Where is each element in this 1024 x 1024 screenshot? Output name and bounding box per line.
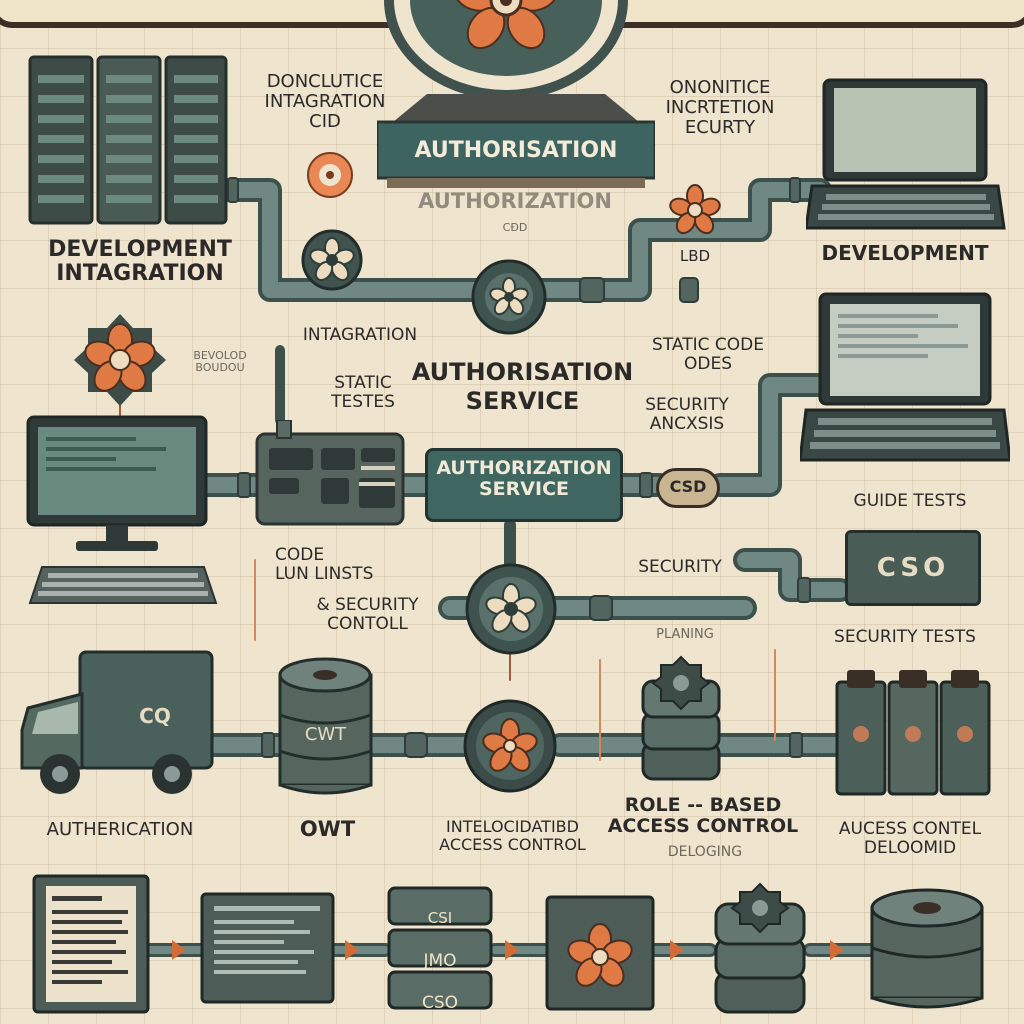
security-label: SECURITY (638, 557, 722, 577)
orange-badge-icon (305, 150, 355, 200)
valve-icon (464, 562, 558, 656)
gear-stack-icon (710, 882, 810, 1016)
development-integration-label: DEVELOPMENT INTAGRATION (48, 237, 232, 287)
gear-stack-icon (635, 655, 727, 785)
terminal-panel-icon (200, 892, 335, 1004)
intagration-label: INTAGRATION (302, 325, 418, 345)
bottom-stack-bot-label: CSO (421, 993, 459, 1013)
database-icon (278, 655, 373, 805)
development-label: DEVELOPMENT (821, 241, 989, 265)
database-label: CWT (304, 724, 347, 745)
code-lints-label: CODE LUN LINSTS (275, 545, 374, 584)
authorization-service-box (425, 448, 623, 522)
server-cabinets-icon (835, 668, 993, 798)
authorisation-service-label: AUTHORISATION SERVICE (411, 358, 634, 415)
deloding-label: DELOGING (667, 844, 743, 860)
intelocated-access-label: INTELOCIDATIBD ACCESS CONTROL (439, 817, 586, 854)
flower-gear-icon (665, 180, 725, 240)
valve-icon (470, 258, 548, 336)
laptop-icon (798, 292, 1012, 464)
small-left-note: BEVOLOD BOUDOU (193, 349, 247, 375)
database-icon (868, 886, 986, 1014)
valve-icon (300, 228, 364, 292)
static-tests-label: STATIC TESTES (331, 373, 395, 412)
role-based-access-label: ROLE -- BASED ACCESS CONTROL (607, 794, 799, 837)
plaque-subtext: CÐD (502, 221, 528, 234)
guide-tests-label: GUIDE TESTS (853, 491, 967, 511)
security-tests-label: SECURITY TESTS (834, 627, 976, 647)
top-emblem-icon (378, 0, 634, 110)
truck-label: CQ (139, 704, 171, 728)
top-right-label: ONONITICE INCRTETION ECURTY (665, 77, 775, 138)
keyboard-icon (28, 565, 218, 605)
server-rack-icon (28, 55, 228, 227)
bottom-stack-top-label: CSI (427, 909, 453, 927)
csd-pill (656, 468, 720, 508)
authentication-label: AUTHERICATION (46, 819, 194, 840)
stack-boxes-icon (385, 886, 495, 1012)
cso-box-label: CSO (876, 553, 950, 583)
bottom-stack-mid-label: JMO (423, 951, 457, 971)
control-panel-icon (255, 419, 405, 526)
authorisation-plaque-label: AUTHORISATION (414, 138, 618, 163)
flower-panel-icon (545, 895, 655, 1011)
security-sub-label: PLANING (656, 627, 714, 642)
top-left-label: DONCLUTICE INTAGRATION CID (264, 71, 386, 132)
monitor-icon (26, 415, 208, 555)
truck-icon (20, 650, 215, 800)
csd-pill-label: CSD (669, 477, 707, 496)
laptop-icon (804, 78, 1006, 233)
static-code-label: STATIC CODE ODES (652, 335, 764, 374)
flower-gear-icon (70, 310, 170, 410)
cso-box (845, 530, 981, 606)
lbd-tag: LBD (679, 247, 711, 265)
aucess-contel-label: AUCESS CONTEL DELOOMID (838, 819, 982, 858)
authorisation-shadow-label: AUTHORIZATION (418, 189, 612, 213)
valve-icon (462, 698, 558, 794)
security-analysis-label: SECURITY ANCXSIS (645, 395, 729, 434)
owt-label: OWT (299, 817, 356, 841)
authorization-service-box-label: AUTHORIZATION SERVICE (436, 457, 612, 500)
security-control-label: & SECURITY CONTOLL (316, 595, 419, 634)
document-icon (32, 872, 150, 1014)
